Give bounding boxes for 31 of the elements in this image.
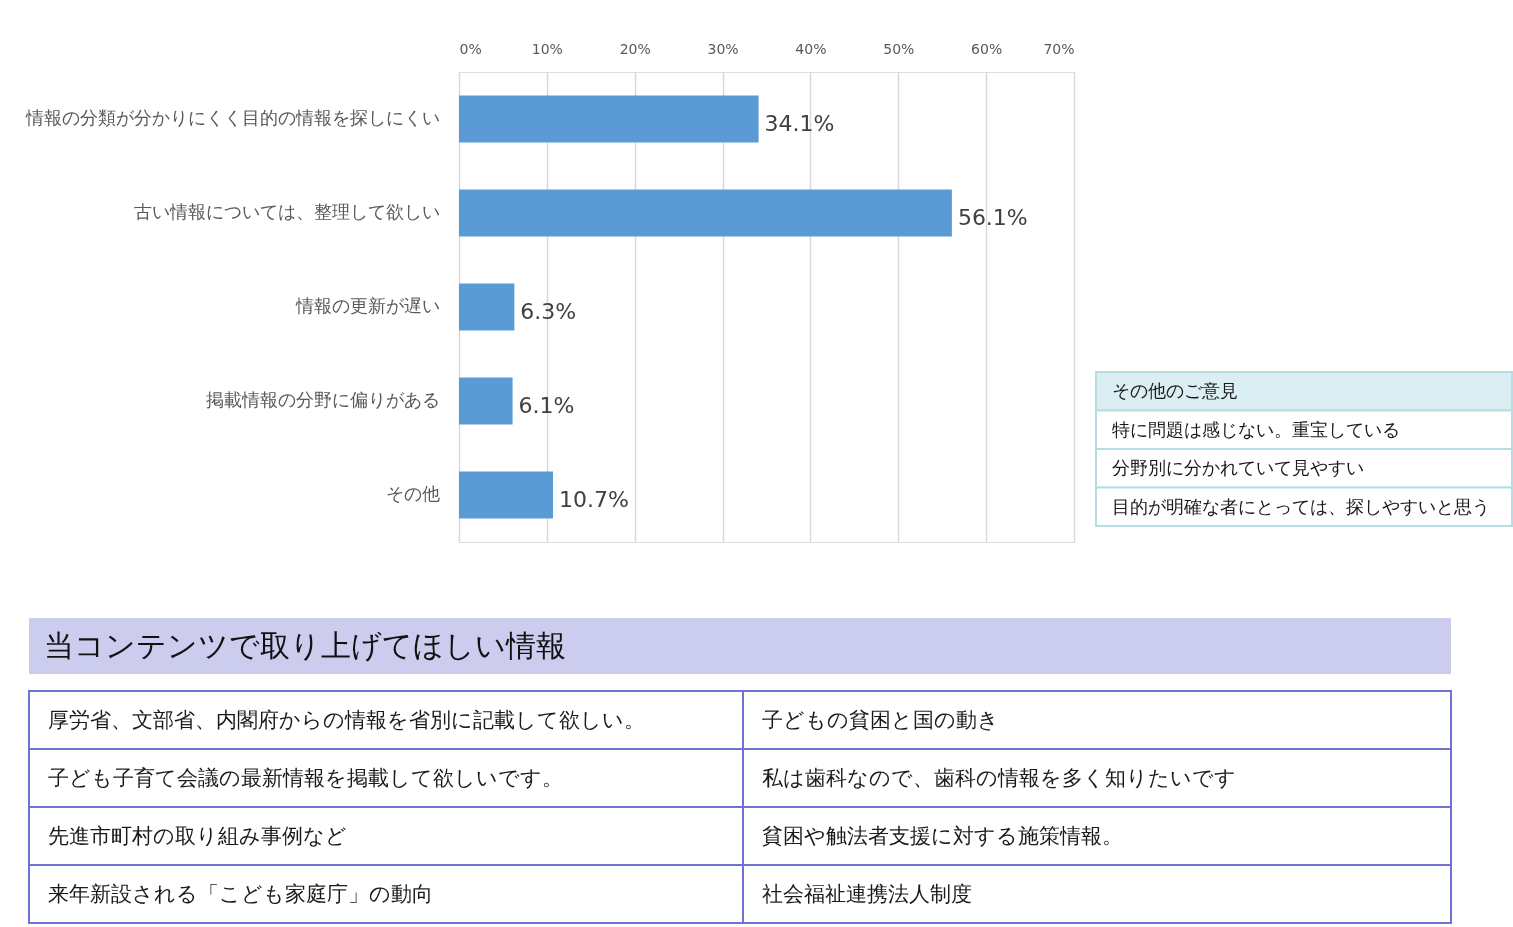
- text: 子どもの貧困と国の動き: [762, 708, 999, 732]
- text: 社会福祉連携法人制度: [762, 882, 972, 906]
- y-tick-label: その他: [385, 484, 440, 504]
- x-tick-label: 0%: [459, 40, 482, 57]
- text: 私は歯科なので、歯科の情報を多く知りたいです: [762, 766, 1236, 790]
- x-tick-label: 10%: [531, 40, 563, 57]
- x-tick-label: 60%: [971, 40, 1003, 57]
- y-tick-label: 古い情報については、整理して欲しい: [133, 202, 440, 222]
- x-tick-label: 50%: [883, 40, 915, 57]
- text: 子ども子育て会議の最新情報を掲載して欲しいです。: [48, 766, 563, 790]
- y-tick-label: 情報の更新が遅い: [294, 296, 440, 316]
- data-label: 6.3%: [520, 299, 577, 324]
- text: 特に問題は感じない。重宝している: [1112, 418, 1400, 440]
- x-tick-label: 70%: [1043, 40, 1075, 57]
- y-tick-label: 情報の分類が分かりにくく目的の情報を探しにくい: [24, 108, 440, 128]
- text: 分野別に分かれていて見やすい: [1112, 457, 1364, 479]
- text: 先進市町村の取り組み事例など: [48, 824, 347, 848]
- text: 貧困や触法者支援に対する施策情報。: [762, 824, 1123, 848]
- data-label: 34.1%: [764, 111, 835, 136]
- x-tick-label: 30%: [707, 40, 739, 57]
- text: 目的が明確な者にとっては、探しやすいと思う: [1112, 495, 1490, 517]
- x-tick-label: 20%: [619, 40, 651, 57]
- text: その他のご意見: [1112, 380, 1238, 402]
- data-label: 6.1%: [518, 393, 575, 418]
- x-tick-label: 40%: [795, 40, 827, 57]
- y-tick-label: 掲載情報の分野に偏りがある: [205, 390, 440, 410]
- text: 厚労省、文部省、内閣府からの情報を省別に記載して欲しい。: [48, 708, 645, 732]
- data-label: 10.7%: [559, 487, 629, 512]
- text: 当コンテンツで取り上げてほしい情報: [44, 628, 566, 663]
- text: 来年新設される「こども家庭庁」の動向: [48, 882, 433, 906]
- data-label: 56.1%: [957, 205, 1028, 230]
